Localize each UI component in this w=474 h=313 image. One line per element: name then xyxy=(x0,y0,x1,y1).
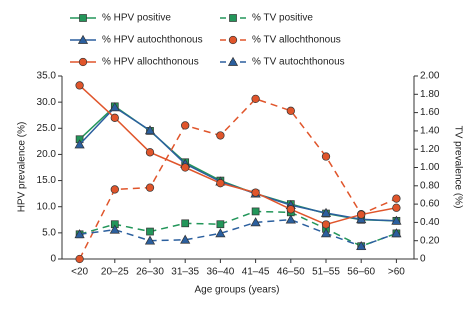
y2-tick-label: 1.80 xyxy=(420,89,440,100)
data-point xyxy=(391,228,402,238)
data-point xyxy=(251,207,260,216)
y2-tick-label: 1.00 xyxy=(420,162,440,173)
data-point xyxy=(181,219,190,228)
data-point xyxy=(250,217,261,227)
y2-tick-label: 0.40 xyxy=(420,217,440,228)
x-tick-label: 20–25 xyxy=(101,267,129,278)
data-point xyxy=(180,234,191,244)
series-line xyxy=(79,84,397,226)
data-point xyxy=(357,210,366,219)
legend-marker xyxy=(227,56,239,66)
data-point xyxy=(75,81,84,90)
data-point xyxy=(110,113,119,122)
y-tick-label: 10.0 xyxy=(37,201,57,212)
data-point xyxy=(392,194,401,203)
x-tick-label: 41–45 xyxy=(242,267,270,278)
y2-tick-label: 1.40 xyxy=(420,126,440,137)
y2-tick-label: 0.80 xyxy=(420,180,440,191)
data-point xyxy=(181,163,190,172)
y2-tick-label: 0 xyxy=(420,254,426,265)
data-point xyxy=(391,215,402,225)
series-line xyxy=(79,105,397,222)
data-point xyxy=(75,254,84,264)
legend-label: % TV autochthonous xyxy=(252,57,345,68)
data-point xyxy=(356,240,367,251)
series-line xyxy=(79,106,397,222)
data-point xyxy=(109,224,120,234)
data-point xyxy=(216,131,225,140)
legend-marker xyxy=(77,34,89,44)
y-tick-label: 35.0 xyxy=(37,71,57,82)
data-point xyxy=(144,125,156,135)
x-tick-label: <20 xyxy=(71,267,88,278)
x-tick-label: 31–35 xyxy=(171,267,199,278)
data-point xyxy=(181,121,190,130)
data-point xyxy=(144,235,156,245)
legend-marker xyxy=(228,35,238,45)
y-tick-label: 5.0 xyxy=(42,227,56,238)
y-tick-label: 0 xyxy=(50,254,56,265)
data-point xyxy=(216,179,225,188)
y2-tick-label: 0.60 xyxy=(420,199,440,210)
data-point xyxy=(109,102,120,112)
data-point xyxy=(286,106,295,115)
legend-marker xyxy=(229,14,237,22)
data-point xyxy=(285,214,296,224)
x-axis-label: Age groups (years) xyxy=(194,285,279,296)
y-tick-label: 20.0 xyxy=(37,149,57,160)
x-tick-label: 26–30 xyxy=(136,267,164,278)
data-point xyxy=(251,94,260,104)
legend-label: % TV allochthonous xyxy=(252,35,341,46)
data-point xyxy=(110,185,119,194)
data-point xyxy=(145,148,155,157)
series-line xyxy=(78,98,397,260)
legend-label: % HPV allochthonous xyxy=(102,57,199,68)
legend-label: % TV positive xyxy=(252,13,313,24)
legend-marker xyxy=(79,14,87,22)
y-tick-label: 25.0 xyxy=(37,123,57,134)
data-point xyxy=(146,227,154,236)
data-point xyxy=(321,220,331,229)
data-point xyxy=(74,139,85,149)
data-point xyxy=(321,152,331,161)
y2-tick-label: 2.00 xyxy=(420,71,440,82)
legend-marker xyxy=(78,57,88,67)
x-tick-label: 46–50 xyxy=(277,267,305,278)
data-point xyxy=(356,214,367,224)
x-tick-label: 56–60 xyxy=(347,267,375,278)
data-point xyxy=(215,228,226,238)
data-point xyxy=(286,205,295,214)
series-line xyxy=(79,218,397,247)
series-line xyxy=(79,210,397,248)
legend-label: % HPV positive xyxy=(102,13,171,24)
y2-axis-label: TV prevalence (%) xyxy=(452,126,463,209)
data-point xyxy=(216,220,225,229)
data-point xyxy=(74,229,85,239)
y2-tick-label: 1.20 xyxy=(420,144,440,155)
y2-tick-label: 0.20 xyxy=(420,235,440,246)
legend-label: % HPV autochthonous xyxy=(102,35,203,46)
y2-tick-label: 1.60 xyxy=(420,107,440,118)
y-tick-label: 15.0 xyxy=(37,175,57,186)
x-tick-label: 36–40 xyxy=(206,267,234,278)
y-tick-label: 30.0 xyxy=(37,97,57,108)
data-point xyxy=(320,228,332,238)
data-point xyxy=(392,203,401,212)
data-point xyxy=(145,183,155,192)
y-axis-label: HPV prevalence (%) xyxy=(17,122,28,213)
data-point xyxy=(320,207,332,217)
data-point xyxy=(251,188,260,197)
x-tick-label: 51–55 xyxy=(312,267,340,278)
x-tick-label: >60 xyxy=(388,267,405,278)
